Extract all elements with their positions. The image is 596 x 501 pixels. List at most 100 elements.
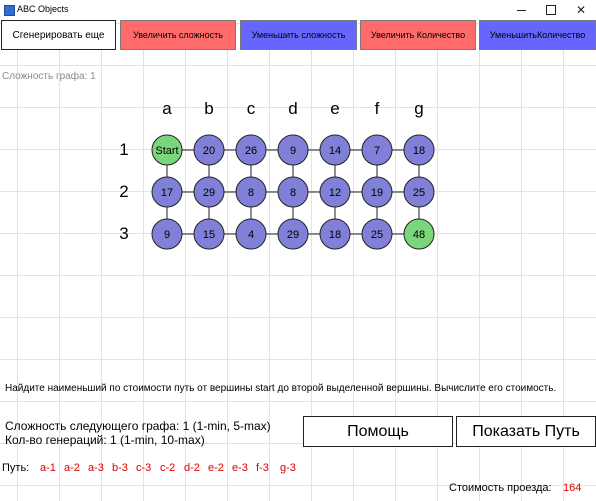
node-value: 17	[161, 187, 173, 199]
column-label-c: c	[246, 99, 256, 118]
node-circle	[235, 134, 267, 166]
title-bar: ABC Objects ✕	[0, 0, 596, 20]
cost-label: Стоимость проезда:	[449, 482, 552, 494]
row-label-3: 3	[119, 224, 129, 243]
increase-count-button[interactable]: Увеличить Количество	[360, 20, 476, 50]
node-circle	[361, 218, 393, 250]
task-description: Найдите наименьший по стоимости путь от …	[5, 383, 557, 394]
graph-node-e-2: 12	[319, 176, 351, 208]
graph-node-a-1: Start	[151, 134, 183, 166]
graph-node-d-3: 29	[277, 218, 309, 250]
node-circle	[193, 176, 225, 208]
node-value: 14	[329, 145, 341, 157]
path-step: f-3	[256, 462, 269, 474]
node-circle	[151, 176, 183, 208]
node-circle	[151, 134, 183, 166]
node-value: 19	[371, 187, 383, 199]
node-circle	[403, 218, 435, 250]
generation-count-info: Кол-во генераций: 1 (1-min, 10-max)	[5, 433, 205, 447]
node-circle	[193, 134, 225, 166]
path-step: a-1	[40, 462, 56, 474]
node-value: 8	[290, 187, 296, 199]
node-value: 9	[164, 229, 170, 241]
node-circle	[403, 176, 435, 208]
node-circle	[277, 218, 309, 250]
node-circle	[319, 134, 351, 166]
column-label-f: f	[374, 99, 380, 118]
graph-node-f-2: 19	[361, 176, 393, 208]
graph-canvas	[0, 20, 596, 501]
column-label-a: a	[162, 99, 172, 118]
graph-node-c-3: 4	[235, 218, 267, 250]
node-value: 18	[413, 145, 425, 157]
path-step: a-3	[88, 462, 104, 474]
window-title: ABC Objects	[17, 4, 69, 14]
graph-node-e-3: 18	[319, 218, 351, 250]
graph-node-a-3: 9	[151, 218, 183, 250]
column-label-d: d	[288, 99, 298, 118]
node-circle	[151, 218, 183, 250]
path-step: d-2	[184, 462, 200, 474]
node-circle	[277, 176, 309, 208]
node-circle	[361, 176, 393, 208]
increase-complexity-button[interactable]: Увеличить сложность	[120, 20, 236, 50]
graph-node-d-2: 8	[277, 176, 309, 208]
node-value: 25	[371, 229, 383, 241]
generate-button[interactable]: Сгенерировать еще	[1, 20, 116, 50]
node-value: 26	[245, 145, 257, 157]
decrease-count-button[interactable]: УменьшитьКоличество	[479, 20, 596, 50]
node-value: 29	[287, 229, 299, 241]
path-step: g-3	[280, 462, 296, 474]
graph-complexity-label: Сложность графа: 1	[2, 71, 96, 82]
cost-value: 164	[563, 482, 582, 494]
graph-node-c-2: 8	[235, 176, 267, 208]
path-label: Путь:	[2, 462, 30, 474]
node-circle	[193, 218, 225, 250]
column-label-g: g	[414, 99, 424, 118]
node-circle	[277, 134, 309, 166]
path-step: e-3	[232, 462, 248, 474]
node-circle	[235, 176, 267, 208]
graph-node-c-1: 26	[235, 134, 267, 166]
graph-node-d-1: 9	[277, 134, 309, 166]
node-circle	[403, 134, 435, 166]
close-button[interactable]: ✕	[575, 3, 587, 17]
graph-node-f-1: 7	[361, 134, 393, 166]
node-value: 25	[413, 187, 425, 199]
graph-node-g-1: 18	[403, 134, 435, 166]
column-label-e: e	[330, 99, 340, 118]
node-value: 48	[413, 229, 425, 241]
show-path-button[interactable]: Показать Путь	[456, 416, 596, 447]
node-value: 29	[203, 187, 215, 199]
row-label-1: 1	[119, 140, 129, 159]
node-value: 8	[248, 187, 254, 199]
path-step: a-2	[64, 462, 80, 474]
path-step: b-3	[112, 462, 128, 474]
column-label-b: b	[204, 99, 214, 118]
row-label-2: 2	[119, 182, 129, 201]
graph-node-g-3: 48	[403, 218, 435, 250]
graph-node-g-2: 25	[403, 176, 435, 208]
node-circle	[361, 134, 393, 166]
graph-node-b-1: 20	[193, 134, 225, 166]
node-value: 18	[329, 229, 341, 241]
node-value: 7	[374, 145, 380, 157]
node-value: 4	[248, 229, 254, 241]
path-step: c-2	[160, 462, 176, 474]
help-button[interactable]: Помощь	[303, 416, 453, 447]
graph-node-f-3: 25	[361, 218, 393, 250]
app-icon	[4, 5, 15, 16]
node-value: Start	[155, 145, 178, 157]
graph-node-e-1: 14	[319, 134, 351, 166]
graph-node-b-3: 15	[193, 218, 225, 250]
node-value: 15	[203, 229, 215, 241]
node-value: 12	[329, 187, 341, 199]
path-step: e-2	[208, 462, 224, 474]
graph-node-b-2: 29	[193, 176, 225, 208]
node-circle	[319, 218, 351, 250]
node-circle	[235, 218, 267, 250]
graph-node-a-2: 17	[151, 176, 183, 208]
decrease-complexity-button[interactable]: Уменьшить сложность	[240, 20, 357, 50]
next-complexity-info: Сложность следующего графа: 1 (1-min, 5-…	[5, 419, 271, 433]
